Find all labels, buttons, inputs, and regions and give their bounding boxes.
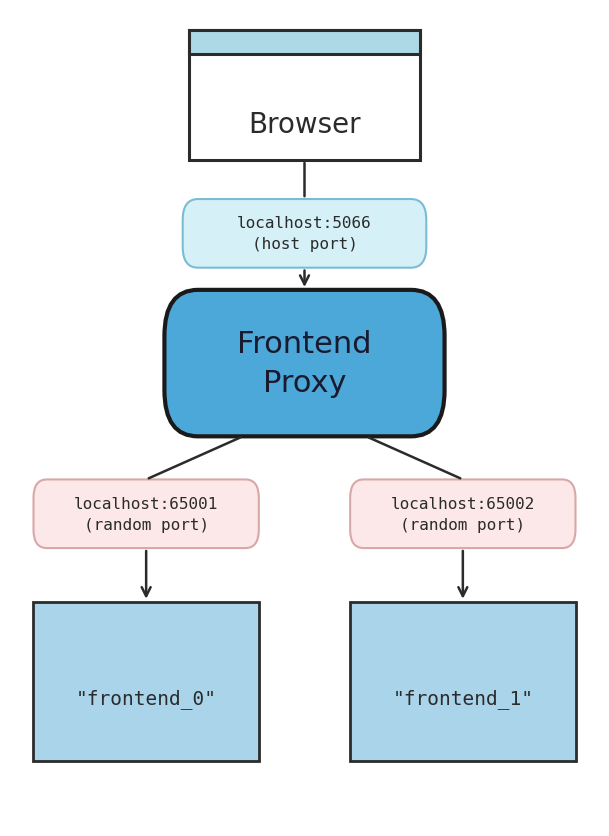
Text: "frontend_1": "frontend_1" xyxy=(392,688,533,708)
FancyBboxPatch shape xyxy=(164,291,445,437)
Text: localhost:65001
(random port): localhost:65001 (random port) xyxy=(74,496,219,533)
Bar xyxy=(189,31,420,161)
Text: Frontend
Proxy: Frontend Proxy xyxy=(238,330,371,397)
Bar xyxy=(350,602,576,761)
FancyBboxPatch shape xyxy=(350,480,576,548)
Bar xyxy=(33,602,259,761)
Text: localhost:5066
(host port): localhost:5066 (host port) xyxy=(237,216,372,252)
Text: localhost:65002
(random port): localhost:65002 (random port) xyxy=(390,496,535,533)
Text: Browser: Browser xyxy=(248,110,361,139)
FancyBboxPatch shape xyxy=(183,200,426,268)
Bar xyxy=(189,32,420,54)
Text: "frontend_0": "frontend_0" xyxy=(76,688,217,708)
FancyBboxPatch shape xyxy=(33,480,259,548)
